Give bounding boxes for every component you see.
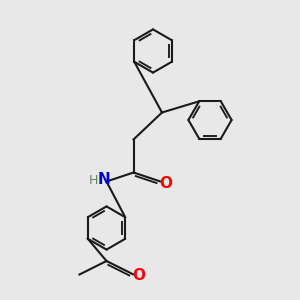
Text: H: H (89, 173, 99, 187)
Text: O: O (132, 268, 146, 284)
Text: N: N (98, 172, 110, 188)
Text: O: O (159, 176, 172, 190)
